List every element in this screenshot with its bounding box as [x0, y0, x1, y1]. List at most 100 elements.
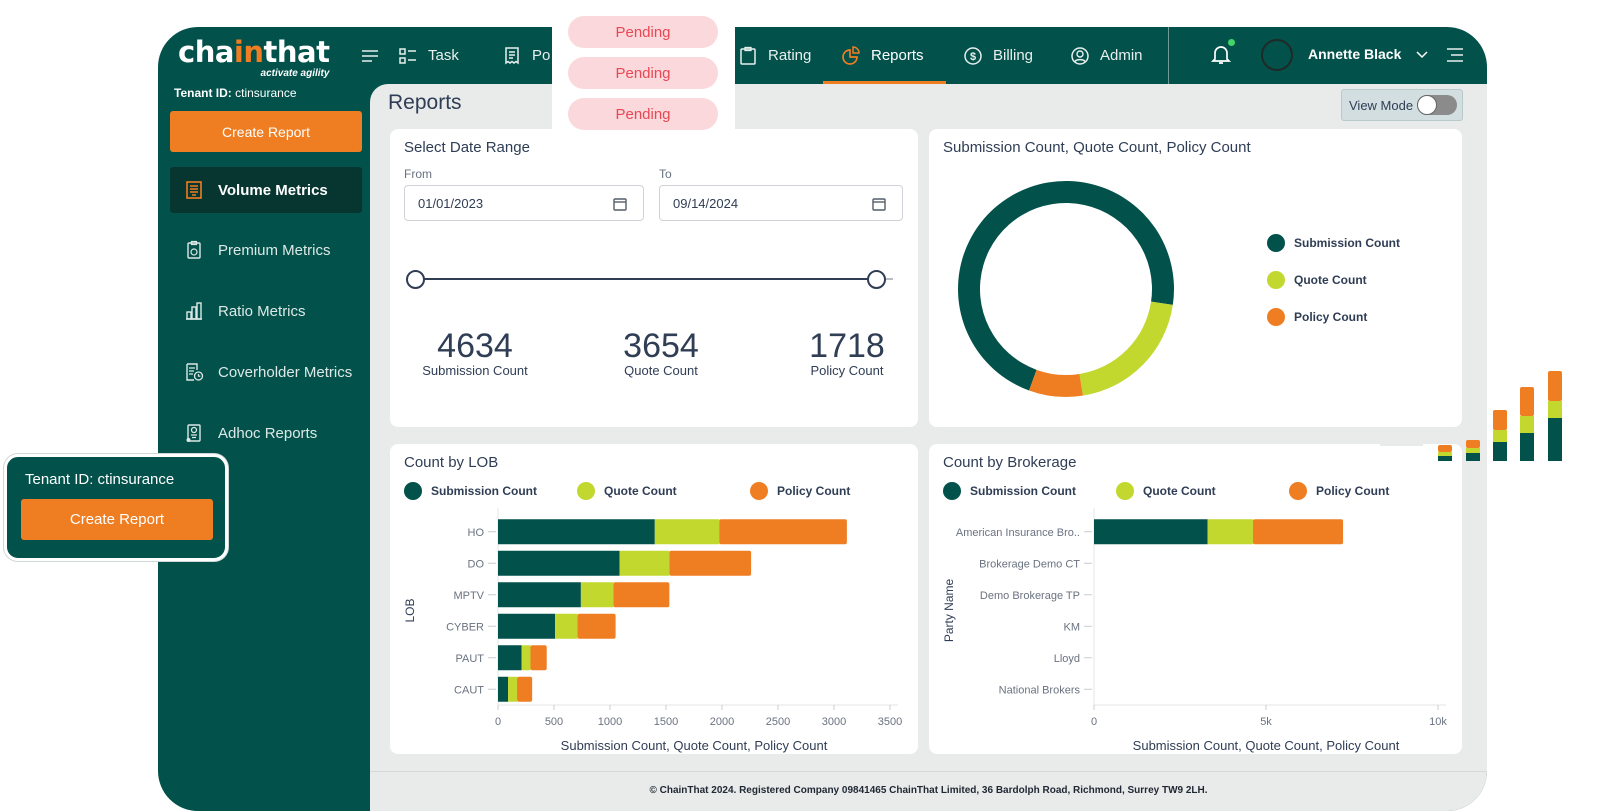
mini-bar-segment: [1493, 442, 1507, 461]
mini-bar-segment: [1548, 371, 1562, 401]
metric-value: 4634: [437, 327, 513, 365]
bar-segment-policy-count: [530, 645, 547, 671]
y-tick-label: HO: [468, 527, 485, 539]
legend-item-policy[interactable]: Policy Count: [1289, 482, 1389, 500]
y-tick-label: CAUT: [454, 684, 484, 696]
legend-item-quote[interactable]: Quote Count: [1267, 271, 1367, 289]
bar-segment-submission-count: [498, 519, 655, 545]
legend-item-submission[interactable]: Submission Count: [404, 482, 537, 500]
x-tick-label: 1500: [654, 716, 678, 728]
tenant-popup: Tenant ID: ctinsurance Create Report: [4, 454, 228, 561]
receipt-icon: [186, 181, 202, 199]
avatar[interactable]: [1261, 39, 1293, 71]
mini-bar-segment: [1466, 453, 1480, 461]
bar-segment-policy-count: [1252, 519, 1344, 545]
bar-segment-submission-count: [498, 676, 509, 702]
metric-label: Submission Count: [422, 363, 528, 378]
legend-item-policy[interactable]: Policy Count: [1267, 308, 1367, 326]
bar-segment-quote-count: [508, 676, 518, 702]
y-axis-title: Party Name: [942, 579, 956, 643]
chainthat-logo[interactable]: chainthat activate agility: [178, 35, 330, 79]
create-report-button[interactable]: Create Report: [21, 499, 213, 540]
legend-item-policy[interactable]: Policy Count: [750, 482, 850, 500]
nav-divider: [1168, 27, 1169, 84]
pie-chart-icon: [842, 45, 860, 65]
user-name[interactable]: Annette Black: [1308, 46, 1402, 62]
metric-submission: 4634 Submission Count: [400, 329, 550, 378]
legend-item-submission[interactable]: Submission Count: [943, 482, 1076, 500]
logo-accent: in: [233, 35, 264, 69]
sidebar-item-premium-metrics[interactable]: Premium Metrics: [170, 227, 362, 273]
metric-value: 3654: [623, 327, 699, 365]
nav-reports[interactable]: Reports: [823, 27, 945, 84]
bar-segment-submission-count: [498, 645, 522, 671]
nav-label: Admin: [1100, 47, 1143, 64]
from-date-value: 01/01/2023: [418, 195, 484, 211]
tenant-popup-text: Tenant ID: ctinsurance: [25, 471, 175, 488]
legend-label: Policy Count: [777, 484, 851, 498]
sidebar-item-ratio-metrics[interactable]: Ratio Metrics: [170, 288, 362, 334]
toggle-switch[interactable]: [1417, 95, 1458, 115]
legend-item-submission[interactable]: Submission Count: [1267, 234, 1400, 252]
legend-item-quote[interactable]: Quote Count: [1116, 482, 1216, 500]
nav-policy[interactable]: Po: [502, 27, 550, 84]
legend-item-quote[interactable]: Quote Count: [577, 482, 677, 500]
date-slider-track[interactable]: [415, 278, 875, 280]
menu-lines-icon: [1447, 48, 1463, 62]
sidebar-item-adhoc-reports[interactable]: Adhoc Reports: [170, 410, 362, 456]
x-tick-label: 500: [545, 716, 563, 728]
nav-task[interactable]: Task: [398, 27, 459, 84]
mini-bar-segment: [1520, 433, 1534, 461]
pending-badge: Pending: [568, 57, 718, 89]
y-tick-label: Demo Brokerage TP: [980, 590, 1080, 602]
lob-chart-card: Count by LOB Submission Count Quote Coun…: [390, 444, 918, 754]
chevron-down-icon: [1416, 51, 1428, 59]
y-tick-label: KM: [1064, 621, 1081, 633]
mini-bar-segment: [1493, 430, 1507, 442]
hamburger-menu-button[interactable]: [360, 27, 380, 84]
sidebar-item-label: Volume Metrics: [218, 181, 328, 199]
more-menu-button[interactable]: [1446, 47, 1464, 68]
view-mode-toggle[interactable]: View Mode: [1341, 89, 1463, 121]
footer-copyright: © ChainThat 2024. Registered Company 098…: [370, 771, 1487, 811]
calendar-icon[interactable]: [613, 197, 627, 211]
slider-handle-end[interactable]: [867, 270, 886, 289]
metric-label: Policy Count: [810, 363, 884, 378]
app-window: chainthat activate agility Task Po Ratin…: [158, 27, 1487, 811]
user-menu-chevron[interactable]: [1415, 47, 1429, 66]
mini-bar-segment: [1438, 456, 1452, 461]
x-tick-label: 0: [1091, 716, 1097, 728]
create-report-button[interactable]: Create Report: [170, 111, 362, 152]
bar-segment-quote-count: [619, 550, 670, 576]
calendar-icon[interactable]: [872, 197, 886, 211]
nav-label: Po: [532, 47, 551, 64]
metric-policy: 1718 Policy Count: [772, 329, 922, 378]
nav-rating[interactable]: Rating: [738, 27, 811, 84]
sidebar-item-label: Premium Metrics: [218, 241, 331, 259]
bar-segment-quote-count: [1207, 519, 1253, 545]
y-tick-label: American Insurance Bro..: [956, 527, 1080, 539]
nav-admin[interactable]: Admin: [1070, 27, 1143, 84]
sidebar-item-volume-metrics[interactable]: Volume Metrics: [170, 167, 362, 213]
doc-gear-icon: [186, 424, 201, 442]
card-title: Select Date Range: [404, 139, 530, 156]
legend-swatch: [1289, 482, 1307, 500]
x-tick-label: 3000: [822, 716, 846, 728]
notifications-button[interactable]: [1210, 39, 1235, 72]
from-date-input[interactable]: 01/01/2023: [404, 185, 644, 221]
to-date-input[interactable]: 09/14/2024: [659, 185, 903, 221]
chart-title: Submission Count, Quote Count, Policy Co…: [943, 139, 1251, 156]
sidebar-item-coverholder-metrics[interactable]: Coverholder Metrics: [170, 349, 362, 395]
mini-bar-segment: [1466, 440, 1480, 448]
logo-text-end: that: [263, 35, 330, 69]
x-tick-label: 5k: [1260, 716, 1272, 728]
y-axis-title: LOB: [403, 598, 417, 622]
slider-handle-start[interactable]: [406, 270, 425, 289]
mini-bar-segment: [1520, 387, 1534, 416]
from-label: From: [404, 167, 432, 181]
legend-label: Submission Count: [1294, 236, 1400, 250]
legend-swatch: [750, 482, 768, 500]
clipboard-money-icon: [187, 240, 201, 259]
mini-bar-segment: [1466, 448, 1480, 453]
nav-billing[interactable]: $ Billing: [963, 27, 1033, 84]
